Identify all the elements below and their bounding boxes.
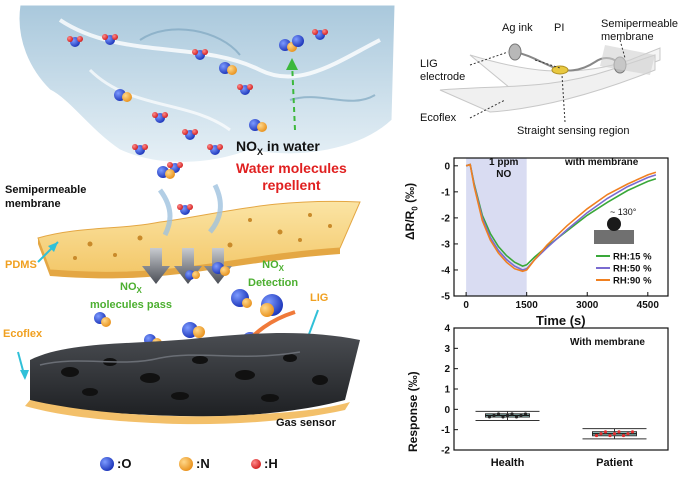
chart1-plot-frame [453, 157, 669, 297]
data-point [599, 432, 603, 436]
data-point [621, 433, 626, 438]
ag-ink-label: Ag ink [502, 22, 533, 34]
series-line [465, 163, 657, 273]
chart2-xtick-label: Health [491, 457, 525, 469]
device-membrane-line1: Semipermeable [601, 18, 679, 30]
chart1-ylabel: ΔR/R0 (‰) [403, 182, 420, 240]
chart1-ytick-label: -1 [441, 187, 450, 198]
chart2-ytick-label: 3 [444, 344, 450, 355]
data-point [501, 415, 505, 419]
chart2-ytick-label: 0 [444, 405, 450, 416]
data-point [510, 412, 514, 416]
chart2-ytick-label: -1 [441, 425, 450, 436]
nitrogen-atom-icon [179, 457, 193, 471]
pdms-label: PDMS [5, 259, 37, 271]
legend-hydrogen-label: :H [264, 456, 278, 471]
chart1-ytick-label: -4 [441, 265, 450, 276]
chart1-annotation-line2: NO [496, 169, 512, 180]
legend-label: RH:50 % [613, 264, 652, 275]
water-droplet-icon [607, 217, 621, 231]
stimulus-shaded-region [466, 158, 527, 296]
schematic-illustration [17, 4, 396, 471]
nox-detection-label: NOX Detection [248, 259, 299, 290]
contact-angle-label: ~ 130° [610, 207, 637, 217]
data-point [608, 433, 612, 438]
chart1-xtick-label: 0 [463, 300, 469, 311]
data-point [594, 433, 599, 438]
chart1-xlabel: Time (s) [536, 313, 586, 328]
lig-electrode-line2: electrode [420, 71, 466, 83]
contact-angle-substrate [594, 230, 634, 244]
legend-nitrogen-label: :N [196, 456, 210, 471]
data-point [603, 430, 608, 434]
data-point [626, 432, 630, 436]
data-point [505, 413, 510, 418]
lig-label: LIG [310, 292, 329, 304]
oxygen-atom-icon [100, 457, 114, 471]
gas-sensor-label: Gas sensor [276, 417, 336, 429]
semipermeable-membrane-layer [37, 200, 361, 279]
legend-oxygen-label: :O [117, 456, 132, 471]
water-molecules [67, 29, 328, 215]
lig-electrode-line1: LIG [420, 58, 438, 70]
nox-pass-line2: molecules pass [90, 299, 172, 312]
chart2-ylabel: Response (‰) [406, 371, 420, 452]
lig-electrode-label: LIG electrode [420, 58, 465, 84]
chart1-annotation-line1: 1 ppm [489, 157, 519, 168]
data-point [523, 412, 528, 416]
chart2-ytick-label: 1 [444, 385, 450, 396]
data-point [496, 412, 501, 416]
data-point [617, 430, 621, 434]
nox-pass-label: NOX molecules pass [90, 281, 172, 312]
nox-detection-line2: Detection [248, 277, 299, 290]
data-point [492, 413, 496, 418]
chart1-ytick-label: -5 [441, 292, 450, 303]
legend-label: RH:15 % [613, 252, 652, 263]
nox-upward-arrow [291, 61, 296, 131]
chart2-condition: With membrane [570, 337, 645, 348]
device-schematic [439, 39, 661, 123]
chart1-xtick-label: 4500 [637, 300, 660, 311]
chart1-xtick-label: 1500 [516, 300, 539, 311]
data-point [519, 413, 523, 418]
semipermeable-membrane-label: Semipermeable membrane [5, 183, 86, 211]
chart1-ytick-label: 0 [444, 161, 450, 172]
membrane-line1: Semipermeable [5, 184, 87, 196]
water-repellent-line1: Water molecules [236, 160, 347, 176]
nox-molecules-water [114, 35, 304, 179]
hydrogen-atom-icon [251, 459, 261, 469]
data-point [514, 415, 519, 419]
chart2-xtick-label: Patient [596, 457, 633, 469]
lig-layer [30, 333, 360, 417]
data-point [612, 432, 617, 436]
device-membrane-label: Semipermeable membrane [601, 18, 678, 44]
chart1-condition: with membrane [565, 157, 639, 168]
ecoflex-label: Ecoflex [3, 328, 43, 340]
chart2-ytick-label: 2 [444, 364, 450, 375]
sensing-region-label: Straight sensing region [517, 125, 630, 137]
chart2-ytick-label: 4 [444, 324, 450, 335]
nox-in-water-label: NOX in water [236, 138, 320, 157]
water-splash [18, 4, 396, 163]
ecoflex-base-layer [25, 400, 350, 425]
chart1-annotation: 1 ppm NO [489, 157, 518, 181]
chart1-xtick-label: 3000 [576, 300, 599, 311]
legend-label: RH:90 % [613, 276, 652, 287]
response-boxplot: 4 3 2 1 0 -1 -2 Health Patient [441, 324, 669, 469]
data-point [630, 430, 635, 434]
data-point [487, 415, 492, 419]
chart2-ytick-label: -2 [441, 446, 450, 457]
chart1-ytick-label: -2 [441, 213, 450, 224]
chart1-ytick-label: -3 [441, 239, 450, 250]
membrane-line2: membrane [5, 198, 61, 210]
response-time-chart: 0 -1 -2 -3 -4 -5 0 1500 3000 4500 RH:15 %RH:50 %RH… [441, 157, 669, 311]
water-repellent-label: Water molecules repellent [236, 160, 347, 194]
device-ecoflex-label: Ecoflex [420, 112, 457, 124]
device-membrane-line2: membrane [601, 31, 654, 43]
pi-label: PI [554, 22, 565, 34]
water-repellent-line2: repellent [262, 177, 321, 193]
